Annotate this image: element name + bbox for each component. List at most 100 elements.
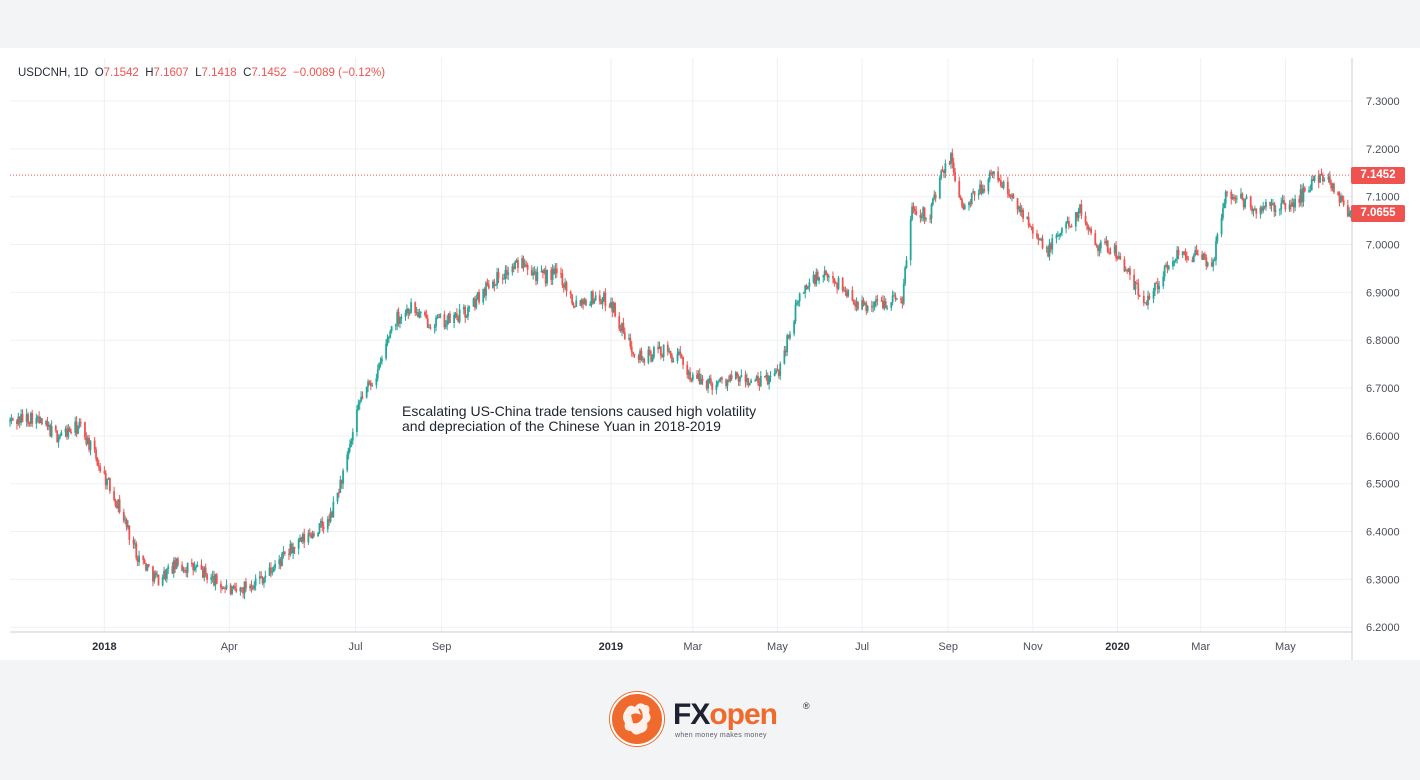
candle-body	[433, 326, 436, 328]
candle-body	[358, 401, 361, 405]
candle-body	[641, 358, 644, 360]
candle-body	[969, 202, 972, 205]
candle-body	[1226, 191, 1228, 193]
candle-body	[1165, 264, 1167, 267]
candle-body	[912, 206, 915, 210]
candle-body	[340, 479, 343, 484]
candle-body	[114, 499, 117, 506]
candle-body	[67, 427, 70, 437]
candle-body	[1011, 194, 1013, 197]
candle-body	[777, 371, 780, 376]
candle-body	[326, 519, 329, 529]
candle-body	[1070, 226, 1073, 228]
candle-body	[789, 333, 791, 339]
candle-body	[356, 409, 358, 432]
candle-body	[970, 192, 973, 205]
x-tick-label: Apr	[221, 641, 238, 653]
candle-body	[1310, 179, 1313, 190]
candle-body	[132, 539, 135, 544]
price-chart[interactable]: 7.3000 7.2000 7.1000 7.0000 6.9000 6.8000 6.70…	[0, 48, 1420, 660]
candle-body	[730, 375, 733, 379]
candle-body	[961, 199, 963, 207]
candle-body	[369, 382, 372, 386]
candle-body	[775, 369, 777, 374]
candle-body	[28, 423, 31, 425]
candle-body	[310, 534, 313, 539]
candle-body	[795, 302, 798, 305]
candle-body	[503, 278, 505, 280]
candle-body	[214, 574, 217, 586]
candle-body	[496, 272, 499, 285]
candle-body	[601, 297, 604, 305]
candle-body	[449, 313, 451, 323]
candle-body	[202, 569, 204, 578]
candle-body	[911, 206, 913, 220]
x-tick-label: Mar	[1191, 641, 1210, 653]
candle-body	[1126, 270, 1129, 272]
candle-body	[517, 260, 519, 268]
candle-body	[378, 363, 381, 370]
candle-body	[1284, 203, 1287, 210]
candle-body	[876, 299, 879, 301]
candle-body	[54, 425, 57, 431]
x-tick-label: 2018	[92, 641, 116, 653]
candle-body	[934, 194, 937, 199]
brand-wordmark: FXopen ® when money makes money	[673, 691, 813, 747]
candle-body	[1037, 237, 1040, 240]
candle-body	[1338, 195, 1341, 203]
candle-body	[794, 304, 797, 322]
candle-body	[814, 274, 816, 285]
candle-body	[890, 302, 893, 308]
candle-body	[243, 581, 246, 594]
candle-body	[852, 300, 855, 305]
y-tick-label: 7.3000	[1366, 96, 1400, 108]
chart-panel[interactable]: 7.3000 7.2000 7.1000 7.0000 6.9000 6.8000 6.70…	[0, 48, 1420, 660]
x-tick-label: May	[767, 641, 788, 653]
candle-body	[29, 413, 32, 424]
candle-body	[687, 371, 690, 375]
candle-body	[342, 470, 344, 484]
candle-body	[836, 283, 839, 289]
candle-body	[1059, 232, 1062, 235]
candle-body	[1105, 240, 1108, 243]
candle-body	[827, 276, 830, 278]
candle-body	[1097, 245, 1099, 252]
candle-body	[213, 576, 215, 586]
candle-body	[85, 437, 88, 445]
candle-body	[948, 163, 951, 165]
candle-body	[290, 544, 293, 554]
candle-body	[1259, 207, 1262, 214]
candle-body	[1330, 182, 1333, 189]
candle-body	[1263, 206, 1266, 208]
candle-body	[1116, 257, 1119, 259]
candle-body	[215, 574, 218, 584]
candle-body	[1026, 216, 1029, 219]
candle-body	[279, 559, 282, 567]
close-label: C	[243, 67, 252, 79]
candle-body	[458, 309, 461, 322]
candle-body	[297, 539, 300, 549]
candle-body	[515, 260, 518, 262]
candle-body	[204, 567, 207, 575]
candle-body	[689, 371, 691, 380]
candle-body	[390, 326, 393, 331]
candle-body	[651, 357, 654, 362]
candle-body	[993, 171, 995, 175]
candle-body	[779, 363, 782, 376]
candle-body	[818, 277, 820, 281]
candle-body	[880, 300, 883, 302]
candle-body	[1056, 235, 1059, 237]
candle-body	[99, 466, 102, 472]
candle-body	[1036, 233, 1038, 238]
candle-body	[399, 318, 401, 324]
candle-body	[45, 421, 47, 425]
candle-body	[590, 291, 593, 304]
candle-body	[192, 563, 195, 571]
candle-body	[629, 337, 632, 347]
candle-body	[288, 553, 290, 555]
candle-body	[311, 533, 314, 539]
candle-body	[913, 209, 916, 212]
candle-body	[555, 268, 558, 274]
candle-body	[696, 374, 698, 379]
candle-body	[17, 416, 20, 424]
